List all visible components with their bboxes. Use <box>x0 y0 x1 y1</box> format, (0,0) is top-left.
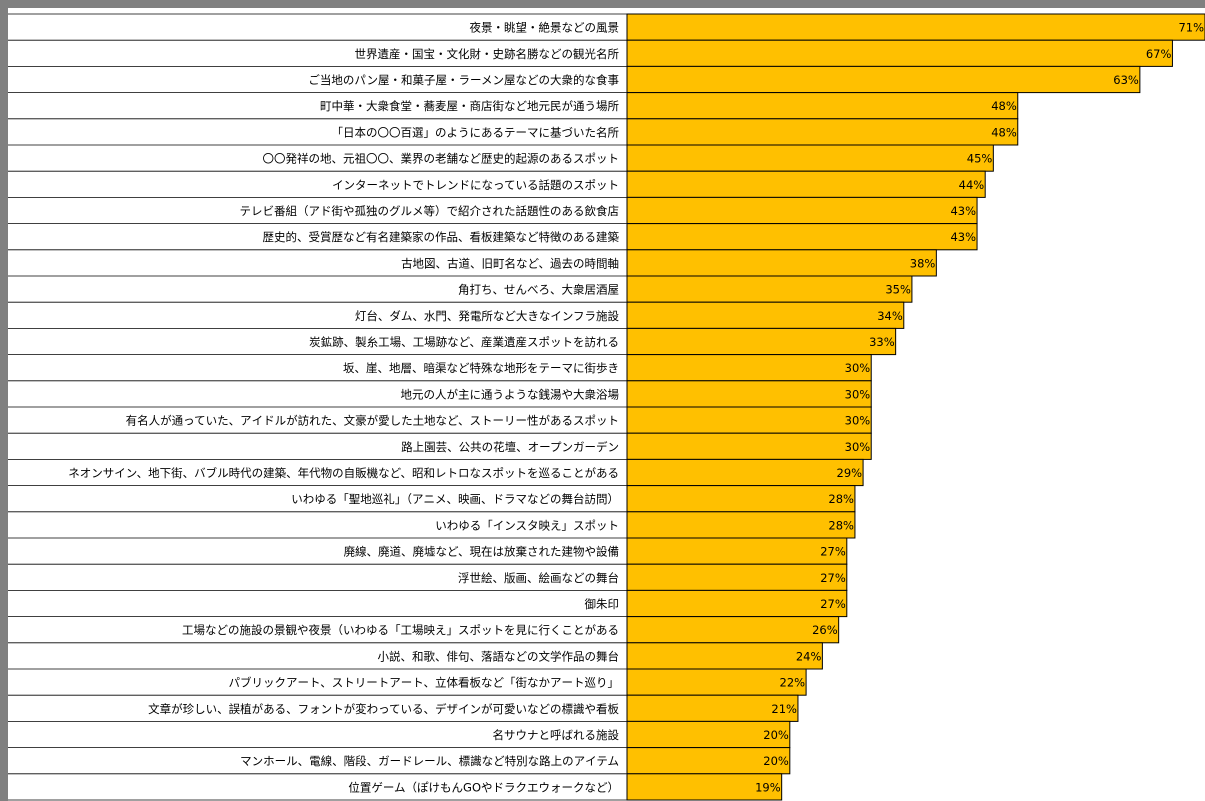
category-label: 炭鉱跡、製糸工場、工場跡など、産業遺産スポットを訪れる <box>309 335 619 349</box>
value-label: 27% <box>820 597 846 611</box>
value-label: 24% <box>796 649 822 663</box>
category-label: ご当地のパン屋・和菓子屋・ラーメン屋などの大衆的な食事 <box>308 73 619 87</box>
value-label: 33% <box>869 335 895 349</box>
bar <box>626 65 1141 94</box>
category-label: 灯台、ダム、水門、発電所など大きなインフラ施設 <box>355 309 620 323</box>
value-label: 20% <box>763 728 789 742</box>
value-label: 19% <box>755 780 781 794</box>
value-label: 30% <box>845 440 871 454</box>
value-label: 38% <box>910 256 936 270</box>
bar <box>626 144 994 172</box>
category-label: インターネットでトレンドになっている話題のスポット <box>332 178 619 192</box>
value-label: 28% <box>828 492 854 506</box>
bar <box>626 406 872 434</box>
bar <box>626 458 864 487</box>
value-label: 43% <box>950 230 976 244</box>
value-label: 27% <box>820 571 846 585</box>
category-label: 歴史的、受賞歴など有名建築家の作品、看板建築など特徴のある建築 <box>263 230 620 244</box>
value-label: 63% <box>1113 73 1139 87</box>
frame-left <box>0 0 8 801</box>
value-label: 26% <box>812 623 838 637</box>
category-label: 〇〇発祥の地、元祖〇〇、業界の老舗など歴史的起源のあるスポット <box>263 152 620 166</box>
category-label: 浮世絵、版画、絵画などの舞台 <box>458 571 619 585</box>
value-label: 35% <box>885 283 911 297</box>
category-label: 町中華・大衆食堂・蕎麦屋・商店街など地元民が通う場所 <box>320 99 619 113</box>
bar <box>626 537 848 565</box>
value-label: 48% <box>991 99 1017 113</box>
category-label: 夜景・眺望・絶景などの風景 <box>470 21 620 35</box>
bar <box>626 249 937 277</box>
bar <box>626 196 978 225</box>
category-label: 工場などの施設の景観や夜景（いわゆる「工場映え」スポットを見に行くことがある <box>182 623 619 637</box>
bar <box>626 118 1019 146</box>
bar <box>626 563 848 591</box>
value-label: 48% <box>991 125 1017 139</box>
category-label: パブリックアート、ストリートアート、立体看板など「街なかアート巡り」 <box>228 676 619 690</box>
value-label: 21% <box>771 702 797 716</box>
bar <box>626 642 823 670</box>
frame-top <box>0 0 1205 8</box>
category-label: 有名人が通っていた、アイドルが訪れた、文豪が愛した土地など、ストーリー性があるス… <box>126 414 619 428</box>
bar <box>626 380 872 408</box>
bar <box>626 747 791 775</box>
category-label: ネオンサイン、地下街、バブル時代の建築、年代物の自販機など、昭和レトロなスポット… <box>68 466 619 480</box>
bar <box>626 485 856 513</box>
value-label: 43% <box>950 204 976 218</box>
value-label: 20% <box>763 754 789 768</box>
category-label: いわゆる「インスタ映え」スポット <box>435 518 619 532</box>
category-label: 坂、崖、地層、暗渠など特殊な地形をテーマに街歩き <box>343 361 619 375</box>
category-label: 文章が珍しい、誤植がある、フォントが変わっている、デザインが可愛いなどの標識や看… <box>148 702 619 716</box>
bar <box>626 170 986 198</box>
category-label: 角打ち、せんべろ、大衆居酒屋 <box>458 283 619 297</box>
bar <box>626 301 905 329</box>
value-label: 34% <box>877 309 903 323</box>
value-label: 71% <box>1178 21 1204 35</box>
category-label: 廃線、廃道、廃墟など、現在は放棄された建物や設備 <box>344 545 619 559</box>
value-label: 30% <box>845 414 871 428</box>
value-label: 28% <box>828 518 854 532</box>
value-label: 44% <box>959 178 985 192</box>
category-label: 地元の人が主に通うような銭湯や大衆浴場 <box>401 387 620 401</box>
value-label: 29% <box>837 466 863 480</box>
bar <box>626 354 872 382</box>
value-label: 30% <box>845 387 871 401</box>
value-label: 45% <box>967 152 993 166</box>
bar <box>626 223 978 251</box>
value-label: 30% <box>845 361 871 375</box>
bar <box>626 773 783 801</box>
bar <box>626 616 840 644</box>
bar <box>626 511 856 539</box>
category-label: 世界遺産・国宝・文化財・史跡名勝などの観光名所 <box>355 47 620 61</box>
bar <box>626 92 1019 120</box>
bar <box>626 275 913 303</box>
category-label: マンホール、電線、階段、ガードレール、標識など特別な路上のアイテム <box>240 754 619 768</box>
bar <box>626 432 872 460</box>
category-label: 「日本の〇〇百選」のようにあるテーマに基づいた名所 <box>332 125 620 139</box>
bar <box>626 13 1205 41</box>
category-label: 路上園芸、公共の花壇、オープンガーデン <box>401 440 619 454</box>
category-label: テレビ番組（アド街や孤独のグルメ等）で紹介された話題性のある飲食店 <box>240 204 620 218</box>
category-label: いわゆる「聖地巡礼」（アニメ、映画、ドラマなどの舞台訪問） <box>291 492 619 506</box>
bar <box>626 720 791 749</box>
category-label: 位置ゲーム（ぽけもんGOやドラクエウォークなど） <box>348 780 619 794</box>
bar <box>626 589 848 618</box>
value-label: 22% <box>780 676 806 690</box>
category-label: 名サウナと呼ばれる施設 <box>493 728 620 742</box>
category-label: 御朱印 <box>585 597 620 611</box>
bar <box>626 668 807 696</box>
category-label: 小説、和歌、俳句、落語などの文学作品の舞台 <box>378 649 620 663</box>
category-label: 古地図、古道、旧町名など、過去の時間軸 <box>401 256 619 270</box>
value-label: 67% <box>1146 47 1172 61</box>
bar <box>626 39 1173 67</box>
value-label: 27% <box>820 545 846 559</box>
bar <box>626 327 897 356</box>
